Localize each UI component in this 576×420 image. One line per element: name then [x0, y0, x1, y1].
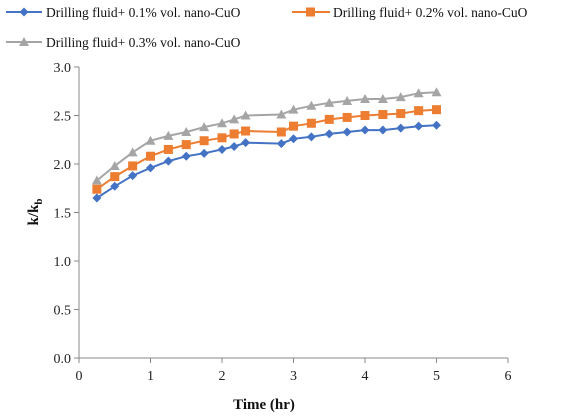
data-point	[360, 111, 370, 120]
data-point	[128, 171, 138, 181]
data-point	[92, 184, 102, 194]
data-point	[163, 156, 173, 166]
data-point	[109, 160, 120, 170]
x-tick-label: 4	[362, 369, 369, 384]
data-point	[163, 144, 173, 154]
series-1	[92, 120, 441, 203]
y-axis-title-subscript: b	[33, 199, 45, 205]
legend-item-series-2: Drilling fluid+ 0.2% vol. nano-CuO	[292, 5, 528, 20]
data-point	[146, 163, 155, 173]
x-tick-label: 2	[219, 369, 226, 384]
data-point	[128, 161, 138, 171]
data-point	[414, 121, 424, 131]
data-point	[288, 104, 299, 114]
y-tick-label: 0.0	[54, 352, 72, 367]
data-point	[217, 133, 227, 143]
data-point	[431, 87, 442, 97]
x-tick-label: 0	[76, 369, 83, 384]
x-tick-label: 5	[433, 369, 440, 384]
series-layer	[91, 87, 442, 203]
data-point	[396, 123, 406, 133]
series-line-1	[96, 124, 437, 199]
data-point	[378, 125, 388, 135]
y-axis-title: k/kb	[26, 199, 45, 226]
legend-label-series-3: Drilling fluid+ 0.3% vol. nano-CuO	[46, 35, 241, 50]
data-point	[110, 172, 120, 182]
data-point	[199, 122, 210, 132]
x-tick-label: 6	[505, 369, 512, 384]
data-point	[395, 92, 406, 102]
legend-label-series-1: Drilling fluid+ 0.1% vol. nano-CuO	[46, 5, 241, 20]
legend-marker-series-2	[306, 7, 315, 17]
data-point	[229, 114, 240, 124]
data-point	[342, 95, 353, 105]
data-point	[360, 94, 370, 104]
y-tick-label: 0.5	[54, 304, 72, 319]
legend-item-series-1: Drilling fluid+ 0.1% vol. nano-CuO	[6, 5, 241, 20]
data-point	[240, 110, 251, 120]
data-point	[217, 144, 227, 154]
data-point	[199, 148, 209, 158]
data-point	[289, 121, 298, 131]
data-point	[306, 100, 317, 110]
x-axis-ticks: 0 1 2 3 4 5 6	[76, 358, 512, 384]
legend-marker-series-3	[19, 37, 29, 46]
series-line-3	[96, 91, 437, 182]
data-point	[360, 125, 370, 135]
data-point	[199, 136, 209, 146]
data-point	[181, 140, 191, 150]
data-point	[229, 129, 239, 139]
x-tick-label: 1	[147, 369, 154, 384]
y-tick-label: 1.5	[54, 207, 72, 222]
data-point	[181, 151, 191, 161]
data-point	[413, 88, 424, 98]
data-point	[146, 151, 155, 161]
data-point	[306, 118, 316, 128]
data-point	[217, 118, 227, 128]
data-point	[276, 109, 287, 119]
data-point	[110, 181, 120, 191]
x-tick-label: 3	[290, 369, 297, 384]
data-point	[378, 110, 388, 120]
data-point	[414, 106, 424, 116]
data-point	[229, 142, 239, 152]
series-line-2	[96, 108, 437, 191]
data-point	[324, 114, 334, 124]
data-point	[342, 112, 352, 122]
data-point	[92, 193, 102, 203]
data-point	[241, 126, 251, 136]
series-2	[92, 105, 441, 194]
legend-item-series-3: Drilling fluid+ 0.3% vol. nano-CuO	[6, 35, 241, 50]
data-point	[306, 132, 316, 142]
legend: Drilling fluid+ 0.1% vol. nano-CuO Drill…	[6, 5, 528, 50]
data-point	[276, 139, 286, 149]
data-point	[91, 175, 102, 185]
y-tick-label: 2.5	[54, 110, 72, 125]
data-point	[289, 134, 298, 144]
data-point	[396, 109, 406, 119]
data-point	[241, 138, 251, 148]
x-axis-title: Time (hr)	[233, 397, 295, 413]
data-point	[324, 97, 335, 107]
legend-marker-series-1	[19, 7, 29, 17]
y-tick-label: 1.0	[54, 255, 72, 270]
data-point	[432, 105, 441, 115]
data-point	[276, 127, 286, 137]
data-point	[377, 94, 388, 104]
data-point	[324, 129, 334, 139]
y-axis-title-main: k/k	[26, 204, 42, 226]
data-point	[181, 126, 192, 136]
data-point	[342, 127, 352, 137]
data-point	[145, 135, 156, 145]
data-point	[127, 147, 138, 157]
y-tick-label: 3.0	[54, 61, 72, 76]
data-point	[432, 120, 441, 130]
y-tick-label: 2.0	[54, 158, 72, 173]
legend-label-series-2: Drilling fluid+ 0.2% vol. nano-CuO	[333, 5, 528, 20]
y-axis-ticks: 0.0 0.5 1.0 1.5 2.0 2.5 3.0	[54, 61, 79, 367]
series-3	[91, 87, 442, 185]
data-point	[163, 130, 174, 140]
